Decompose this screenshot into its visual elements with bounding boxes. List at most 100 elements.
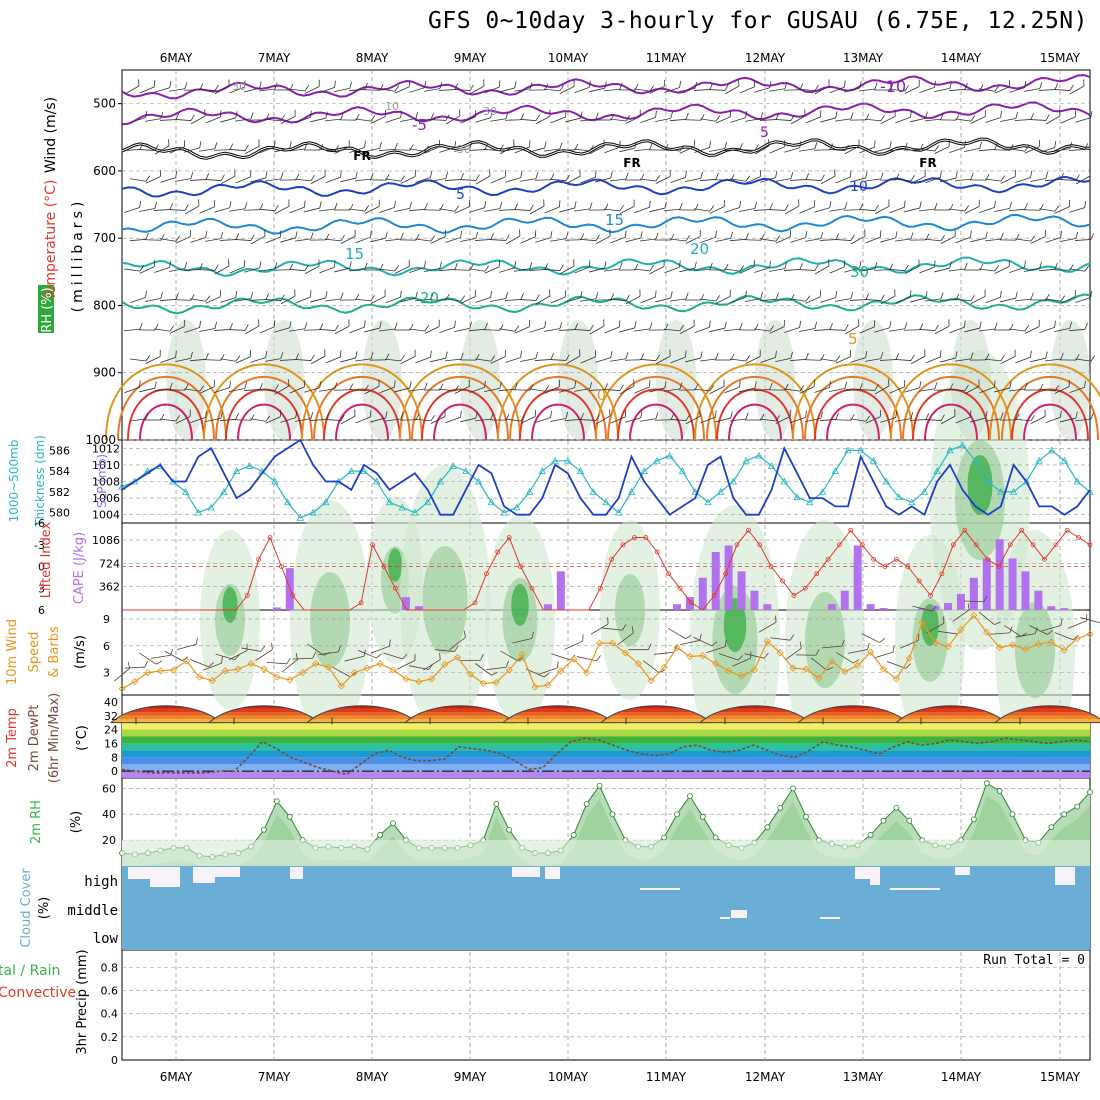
wind-barb	[835, 292, 854, 302]
barb-flag	[340, 112, 344, 120]
barb-flag	[805, 352, 809, 360]
barb-flag	[784, 204, 789, 211]
wind-barb	[640, 110, 657, 123]
barb-shaft	[385, 238, 401, 242]
wind-barb	[940, 409, 956, 425]
wind-barb	[649, 381, 667, 393]
lifted-index-point	[848, 527, 854, 533]
barb-flag	[169, 260, 172, 268]
barb-flag	[325, 111, 328, 119]
wind-barb	[543, 264, 564, 271]
barb-flag	[228, 259, 230, 267]
wind-barb	[498, 382, 518, 392]
wind-barb	[948, 82, 968, 92]
wind-barb	[355, 352, 374, 362]
lifted-index-point	[723, 571, 728, 577]
barb-shaft	[370, 417, 386, 423]
barb-flag	[550, 353, 554, 360]
temp-hot-band	[700, 715, 810, 720]
barb-shaft	[258, 389, 276, 391]
barb-flag	[850, 292, 854, 299]
barb-shaft	[505, 235, 521, 245]
barb-shaft	[490, 118, 506, 122]
wind-barb	[564, 413, 584, 421]
barb-flag	[904, 200, 906, 208]
wind-barb	[199, 142, 218, 152]
barb-shaft	[964, 327, 980, 333]
barb-shaft	[280, 116, 296, 124]
barb-shaft	[1045, 416, 1061, 424]
barb-flag	[640, 353, 645, 360]
wind-barb	[460, 411, 478, 423]
barb-flag	[925, 291, 928, 299]
thickness-point	[818, 488, 827, 495]
barb-flag	[625, 352, 629, 359]
barb-flag	[325, 233, 330, 241]
wind-barb	[783, 263, 803, 271]
barb-flag	[310, 412, 314, 419]
wind-barb	[499, 81, 517, 93]
barb-flag	[1090, 111, 1093, 118]
barb-flag	[1045, 114, 1050, 121]
rh-point	[906, 817, 913, 824]
barb-shaft	[1060, 296, 1076, 304]
temp-hot-band	[995, 715, 1100, 720]
temp-hot-band	[106, 702, 226, 705]
barb-shaft	[1038, 89, 1056, 91]
barb-shaft	[849, 299, 867, 301]
barb-flag	[985, 353, 990, 361]
barb-flag	[303, 380, 306, 387]
temp-hot-band	[798, 719, 908, 723]
thickness-point	[869, 456, 878, 464]
barb-shaft	[850, 177, 866, 183]
wind-barb	[580, 292, 599, 302]
cape-bar	[827, 604, 836, 610]
lifted-index-point	[518, 564, 523, 569]
barb-flag	[970, 230, 972, 238]
rh-point	[1048, 824, 1055, 831]
barb-flag	[304, 200, 306, 208]
barb-shaft	[828, 148, 846, 152]
barb-flag	[469, 142, 473, 149]
wind-barb	[904, 79, 920, 94]
panels-layer	[38, 69, 1100, 1061]
wind-barb	[370, 109, 386, 124]
barb-shaft	[259, 326, 275, 334]
contour-label: -10	[880, 77, 906, 96]
barb-flag	[334, 145, 339, 152]
barb-flag	[340, 170, 342, 178]
wind10-barb	[628, 643, 652, 651]
warm-contour	[519, 388, 597, 441]
barb-shaft	[175, 416, 191, 424]
barb-flag	[739, 322, 743, 330]
barb-shaft	[1075, 117, 1091, 123]
wind-barb	[895, 290, 912, 304]
barb-shaft	[664, 148, 680, 152]
barb-shaft	[1054, 327, 1070, 333]
thickness-point	[551, 456, 559, 464]
barb-shaft	[265, 416, 281, 424]
contour-label: 20	[420, 289, 439, 307]
barb-flag	[859, 383, 863, 390]
temp-hot-band	[307, 715, 417, 720]
barb-shaft	[654, 651, 675, 655]
wind-barb	[1039, 385, 1059, 392]
lifted-index-point	[529, 585, 535, 591]
wind-barb	[634, 200, 651, 214]
barb-flag	[505, 112, 509, 119]
barb-shaft	[355, 178, 371, 182]
barb-flag	[489, 169, 491, 177]
barb-shaft	[904, 207, 920, 213]
wind-barb	[595, 229, 611, 245]
barb-flag	[385, 353, 390, 361]
isotherm-line	[121, 293, 1091, 315]
wind10-label-group: Speed	[27, 632, 42, 673]
rh-point	[286, 813, 293, 820]
barb-flag	[670, 291, 673, 299]
barb-shaft	[154, 267, 170, 273]
wind-barb	[979, 85, 1000, 92]
barb-shaft	[383, 652, 403, 660]
barb-shaft	[589, 325, 605, 335]
top-date-label: 10MAY	[548, 51, 589, 65]
barb-shaft	[685, 177, 701, 183]
